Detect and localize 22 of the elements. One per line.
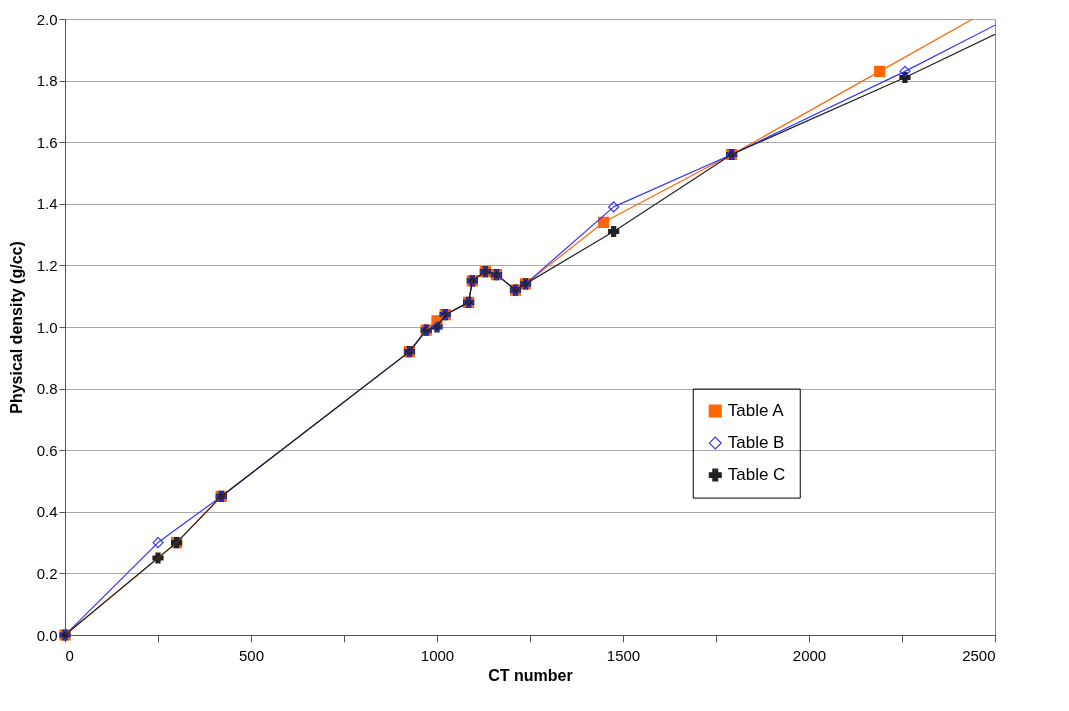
y-tick-label: 1.2 [36,256,58,274]
x-tick-label: 2000 [792,646,827,664]
y-axis-title: Physical density (g/cc) [7,241,25,414]
x-tick-label: 1000 [420,646,455,664]
y-tick-label: 0.6 [36,441,58,459]
y-tick-label: 1.0 [36,318,58,336]
y-tick-label: 0.8 [36,380,58,398]
y-tick-label: 0.2 [36,564,58,582]
legend-label: Table A [727,401,785,421]
x-tick-label: 0 [65,646,74,664]
y-tick-label: 0.0 [36,626,58,644]
legend-label: Table B [727,433,785,453]
y-tick-label: 2.0 [36,10,58,28]
y-tick-label: 1.8 [36,72,58,90]
y-tick-label: 0.4 [36,503,58,521]
x-axis-title: CT number [488,666,573,684]
y-tick-label: 1.4 [36,195,58,213]
x-tick-label: 2500 [962,646,996,664]
x-tick-label: 1500 [606,646,641,664]
x-tick-label: 500 [238,646,265,664]
legend-label: Table C [727,465,786,485]
y-tick-label: 1.6 [36,133,58,151]
